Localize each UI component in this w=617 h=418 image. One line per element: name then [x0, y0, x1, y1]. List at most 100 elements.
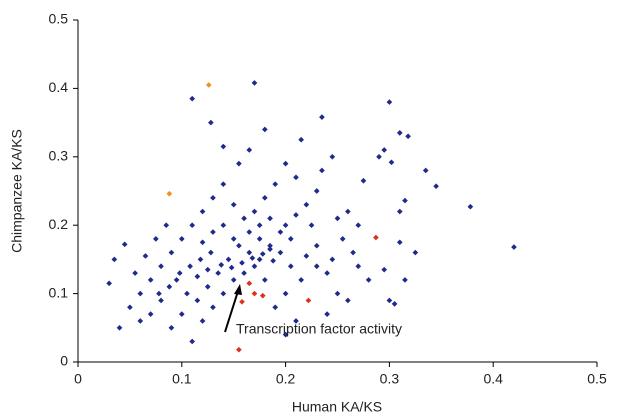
point — [303, 253, 310, 259]
point — [230, 277, 237, 283]
point — [298, 136, 304, 143]
x-tick-label: 0 — [74, 371, 82, 387]
point — [402, 277, 408, 283]
annotation-arrow — [224, 287, 240, 333]
point — [270, 257, 276, 264]
point — [388, 159, 395, 166]
point — [334, 290, 341, 297]
point — [259, 251, 266, 257]
point — [287, 236, 294, 242]
point — [199, 208, 206, 215]
annotation: Transcription factor activity — [236, 321, 402, 337]
point — [282, 160, 289, 167]
point — [262, 195, 268, 201]
x-tick-label: 0.1 — [172, 371, 192, 387]
point — [132, 270, 138, 276]
point — [239, 259, 245, 266]
point — [230, 201, 237, 208]
point — [339, 236, 346, 242]
point — [220, 181, 227, 187]
point — [246, 249, 253, 256]
point — [251, 208, 258, 215]
point — [256, 256, 263, 263]
point — [334, 215, 341, 222]
point — [402, 197, 408, 204]
point — [210, 304, 216, 311]
point — [298, 277, 304, 283]
point — [267, 215, 273, 222]
point — [220, 290, 227, 297]
point — [251, 263, 258, 270]
x-tick-label: 0.2 — [276, 371, 296, 387]
y-tick-label: 0.2 — [49, 216, 69, 232]
point — [251, 290, 258, 297]
point — [246, 229, 253, 235]
point — [158, 297, 164, 304]
point — [241, 270, 247, 276]
point — [303, 201, 310, 208]
point — [147, 277, 154, 283]
point — [256, 236, 263, 242]
point — [121, 241, 128, 248]
point — [293, 318, 299, 324]
point — [189, 95, 196, 102]
point — [116, 324, 123, 331]
point — [218, 262, 225, 268]
point — [225, 256, 232, 263]
point — [277, 229, 284, 235]
point — [365, 277, 372, 283]
point — [324, 311, 330, 317]
annotation-arrowhead — [234, 284, 242, 295]
point — [228, 264, 235, 271]
point — [360, 177, 367, 184]
point — [208, 249, 214, 256]
point — [153, 236, 159, 242]
point — [236, 160, 242, 167]
point — [166, 283, 173, 290]
point — [241, 215, 247, 222]
point — [329, 256, 336, 263]
point — [313, 263, 320, 270]
point — [230, 236, 237, 242]
point — [142, 253, 149, 259]
point — [184, 290, 190, 297]
point — [194, 273, 201, 280]
point — [256, 222, 263, 229]
point — [204, 283, 211, 290]
point — [259, 292, 266, 299]
point — [467, 203, 474, 210]
point — [272, 304, 279, 311]
point — [396, 208, 403, 215]
point — [158, 263, 164, 270]
y-tick-label: 0.5 — [49, 11, 69, 27]
point — [355, 263, 362, 270]
point — [511, 244, 517, 250]
point — [197, 256, 204, 263]
point — [178, 236, 185, 242]
point — [176, 270, 183, 276]
point — [319, 167, 325, 174]
point — [236, 242, 242, 249]
point — [391, 301, 398, 307]
point — [168, 324, 175, 331]
point — [373, 234, 379, 241]
point — [199, 239, 206, 246]
point — [199, 318, 206, 324]
point — [220, 222, 227, 229]
point — [251, 80, 258, 86]
point — [127, 304, 133, 311]
point — [345, 208, 351, 215]
point — [187, 263, 193, 270]
point — [308, 222, 315, 229]
y-tick-label: 0.4 — [49, 79, 69, 95]
point — [305, 297, 312, 304]
point — [189, 222, 196, 229]
point — [282, 331, 289, 338]
point — [178, 311, 185, 317]
point — [433, 183, 439, 190]
point — [422, 167, 429, 174]
point — [246, 147, 253, 153]
point — [246, 280, 253, 287]
point — [405, 133, 411, 140]
